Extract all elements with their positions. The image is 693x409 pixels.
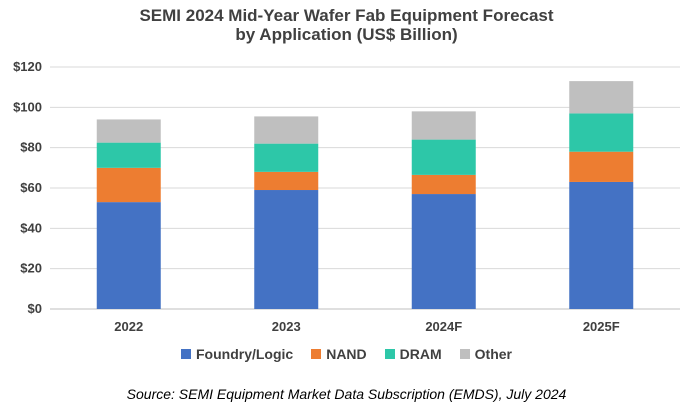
bar-other-2025f xyxy=(569,81,634,114)
y-tick-label: $100 xyxy=(13,99,42,114)
y-tick-label: $80 xyxy=(20,140,42,155)
bar-foundry-logic-2023 xyxy=(254,190,319,309)
y-tick-label: $40 xyxy=(20,220,42,235)
legend-label-dram: DRAM xyxy=(399,346,442,362)
chart-legend: Foundry/Logic NAND DRAM Other xyxy=(0,346,693,362)
bar-other-2022 xyxy=(96,119,161,143)
bar-other-2023 xyxy=(254,116,319,144)
bar-dram-2024f xyxy=(411,139,476,175)
legend-item-foundry-logic: Foundry/Logic xyxy=(180,346,294,362)
bar-foundry-logic-2022 xyxy=(96,202,161,309)
y-tick-label: $60 xyxy=(20,180,42,195)
y-tick-label: $120 xyxy=(13,59,42,74)
bar-dram-2023 xyxy=(254,143,319,172)
bar-foundry-logic-2024f xyxy=(411,194,476,309)
legend-swatch-foundry-logic xyxy=(180,349,191,359)
legend-label-nand: NAND xyxy=(326,346,367,362)
chart-title-line-1: SEMI 2024 Mid-Year Wafer Fab Equipment F… xyxy=(139,6,554,25)
legend-swatch-nand xyxy=(311,349,322,359)
legend-swatch-dram xyxy=(384,349,395,359)
bar-dram-2025f xyxy=(569,113,634,152)
legend-item-other: Other xyxy=(459,346,512,362)
x-tick-label-2023: 2023 xyxy=(272,319,301,334)
bar-nand-2025f xyxy=(569,151,634,182)
source-note: Source: SEMI Equipment Market Data Subsc… xyxy=(126,386,567,402)
bar-foundry-logic-2025f xyxy=(569,181,634,309)
y-tick-label: $0 xyxy=(28,301,42,316)
legend-item-dram: DRAM xyxy=(384,346,442,362)
y-tick-label: $20 xyxy=(20,261,42,276)
legend-label-other: Other xyxy=(474,346,512,362)
x-tick-label-2024f: 2024F xyxy=(425,319,462,334)
chart-title-line-2: by Application (US$ Billion) xyxy=(235,25,458,44)
x-tick-label-2025f: 2025F xyxy=(583,319,620,334)
bar-nand-2023 xyxy=(254,171,319,191)
legend-label-foundry-logic: Foundry/Logic xyxy=(195,346,294,362)
bar-nand-2024f xyxy=(411,174,476,195)
legend-swatch-other xyxy=(459,349,470,359)
bar-dram-2022 xyxy=(96,142,161,168)
x-tick-label-2022: 2022 xyxy=(114,319,143,334)
bar-other-2024f xyxy=(411,111,476,140)
legend-item-nand: NAND xyxy=(311,346,367,362)
bar-nand-2022 xyxy=(96,167,161,203)
